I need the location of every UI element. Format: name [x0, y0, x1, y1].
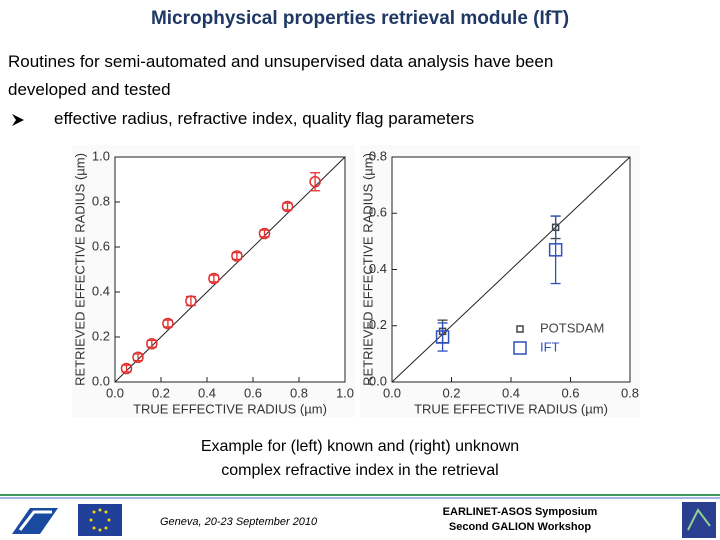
legend-marker — [513, 341, 527, 355]
x-tick-label: 0.0 — [106, 385, 124, 400]
data-point — [120, 362, 133, 375]
x-tick-label: 0.6 — [561, 385, 579, 400]
y-tick-label: 0.2 — [92, 328, 110, 343]
data-point — [185, 295, 197, 307]
x-tick-label: 0.6 — [244, 385, 262, 400]
legend-marker — [516, 325, 524, 333]
identity-line — [114, 156, 346, 383]
bullet-icon — [12, 114, 24, 126]
y-tick-label: 1.0 — [92, 148, 110, 163]
body-text: developed and tested — [8, 80, 171, 99]
footer-graphics — [0, 494, 720, 538]
x-tick-label: 0.4 — [198, 385, 216, 400]
identity-line — [391, 156, 631, 383]
y-tick-label: 0.0 — [92, 373, 110, 388]
y-axis-label: RETRIEVED EFFECTIVE RADIUS (µm) — [360, 153, 375, 386]
x-tick-label: 0.2 — [152, 385, 170, 400]
y-tick-label: 0.4 — [92, 283, 110, 298]
data-point — [208, 272, 220, 285]
data-point — [132, 351, 144, 363]
error-bar — [310, 172, 321, 192]
y-tick-label: 0.0 — [369, 373, 387, 388]
footer-event: EARLINET-ASOS Symposium — [442, 506, 598, 518]
data-point — [548, 243, 563, 257]
data-point — [231, 250, 243, 262]
footer-place: Geneva, 20-23 September 2010 — [160, 516, 318, 528]
y-axis-label: RETRIEVED EFFECTIVE RADIUS (µm) — [72, 153, 87, 386]
data-point — [146, 338, 158, 350]
logo — [682, 502, 716, 538]
error-bar — [437, 322, 448, 352]
data-point — [258, 227, 271, 240]
data-point — [435, 330, 450, 344]
slide-title: Microphysical properties retrieval modul… — [150, 8, 570, 29]
y-tick-label: 0.2 — [369, 317, 387, 332]
x-axis-label: TRUE EFFECTIVE RADIUS (µm) — [414, 401, 608, 416]
x-tick-label: 0.8 — [621, 385, 639, 400]
data-point — [162, 317, 174, 330]
x-tick-label: 0.4 — [502, 385, 520, 400]
caption: complex refractive index in the retrieva… — [221, 462, 499, 479]
legend-label: POTSDAM — [540, 320, 604, 335]
y-tick-label: 0.4 — [369, 261, 387, 276]
charts: 0.0 0.2 0.4 0.6 0.8 1.0 0.0 0.2 0.4 0.6 0.8 1.0 TRUE… — [72, 148, 640, 417]
legend-label: IFT — [540, 339, 560, 354]
data-point — [281, 200, 294, 213]
footer-event: Second GALION Workshop — [448, 521, 592, 533]
y-tick-label: 0.6 — [369, 205, 387, 220]
x-tick-label: 1.0 — [336, 385, 354, 400]
x-axis-label: TRUE EFFECTIVE RADIUS (µm) — [133, 401, 327, 416]
caption: Example for (left) known and (right) unk… — [200, 438, 520, 455]
logo — [12, 508, 58, 534]
data-point — [309, 176, 321, 188]
y-tick-label: 0.6 — [92, 238, 110, 253]
y-tick-label: 0.8 — [92, 193, 110, 208]
x-tick-label: 0.8 — [290, 385, 308, 400]
bullet-text: effective radius, refractive index, qual… — [54, 109, 475, 128]
error-bar — [550, 215, 561, 285]
body-text: Routines for semi-automated and unsuperv… — [8, 52, 554, 71]
x-tick-label: 0.0 — [383, 385, 401, 400]
x-tick-label: 0.2 — [442, 385, 460, 400]
y-tick-label: 0.8 — [369, 148, 387, 163]
